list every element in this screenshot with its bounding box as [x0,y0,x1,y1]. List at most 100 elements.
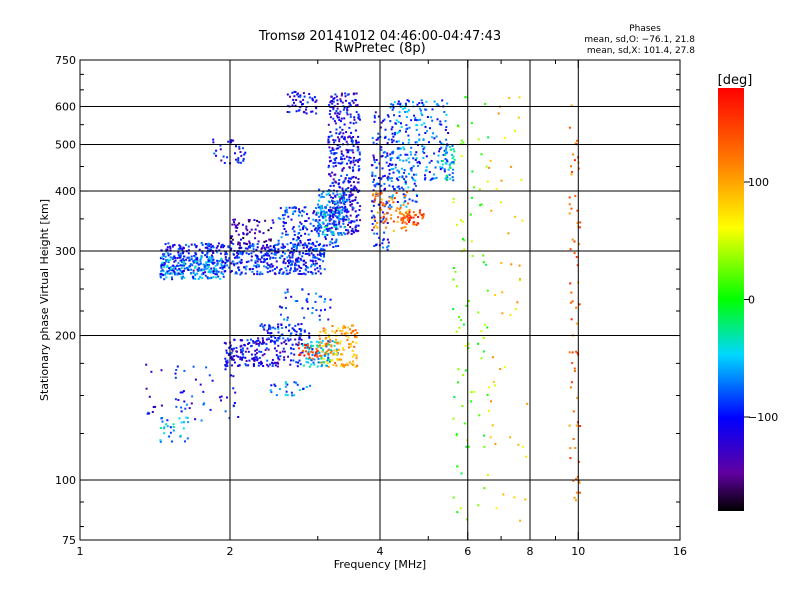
data-point [397,121,400,123]
data-point [280,268,283,271]
data-point [404,180,407,183]
data-point [215,149,218,152]
data-point [501,291,504,294]
data-point [407,134,410,137]
data-point [194,274,197,277]
data-point [477,138,480,141]
data-point [281,243,284,246]
data-point [330,196,332,199]
data-point [341,158,343,161]
data-point [424,177,427,180]
data-point [425,169,428,172]
data-point [391,152,394,155]
data-point [299,329,302,332]
data-point [569,386,572,389]
data-point [309,346,312,349]
data-point [455,285,458,288]
data-point [338,210,341,213]
data-point [407,186,410,189]
data-point [298,251,301,254]
data-point [355,188,358,191]
data-point [307,353,310,356]
data-point [335,202,337,205]
data-point [336,99,339,102]
data-point [294,104,297,107]
data-point [331,100,334,102]
data-point [347,210,350,213]
data-point [247,364,250,367]
data-point [316,226,319,229]
data-point [212,258,215,261]
data-point [416,119,419,122]
data-point [193,259,196,262]
data-point [329,340,332,343]
data-point [303,95,306,98]
data-point [413,223,416,226]
data-point [250,259,253,262]
data-point [457,381,459,384]
data-point [271,339,274,342]
data-point [341,206,344,208]
data-point [236,226,239,229]
data-point [401,221,404,224]
data-point [303,329,306,332]
data-point [323,244,326,247]
data-point [444,162,447,165]
data-point [338,358,341,361]
data-point [385,200,388,203]
data-point [179,254,182,257]
data-point [229,344,232,347]
data-point [291,327,294,330]
data-point [308,93,311,95]
data-point [259,341,261,344]
data-point [483,487,486,490]
data-point [282,247,285,249]
data-point [451,145,454,147]
data-point [342,207,345,210]
data-point [332,165,335,168]
data-point [160,257,162,260]
data-point [281,232,284,235]
data-point [349,180,352,183]
data-point [332,108,335,111]
data-point [320,209,323,212]
data-point [177,254,180,257]
data-point [384,204,387,207]
data-point [337,116,340,119]
data-point [347,336,350,339]
data-point [245,265,248,268]
data-point [345,210,348,213]
data-point [313,363,316,366]
data-point [282,217,285,220]
data-point [350,138,353,141]
data-point [251,270,254,273]
data-point [346,151,349,154]
data-point [219,148,222,151]
data-point [413,214,416,217]
data-point [299,211,302,214]
data-point [248,342,251,344]
data-point [315,230,318,233]
data-point [317,244,320,246]
data-point [297,232,300,235]
data-point [310,243,313,245]
data-point [146,412,149,415]
data-point [321,339,324,342]
data-point [319,272,322,275]
data-point [190,402,193,405]
data-point [325,219,327,222]
data-point [180,259,183,262]
data-point [172,429,175,432]
data-point [326,224,329,227]
data-point [306,297,309,300]
data-point [452,148,455,151]
data-point [212,267,215,270]
data-point [345,111,348,114]
data-point [332,233,335,235]
data-point [424,178,426,181]
data-point [466,518,468,521]
data-point [239,244,241,247]
data-point [266,262,269,265]
data-point [501,312,504,315]
data-point [462,323,465,326]
